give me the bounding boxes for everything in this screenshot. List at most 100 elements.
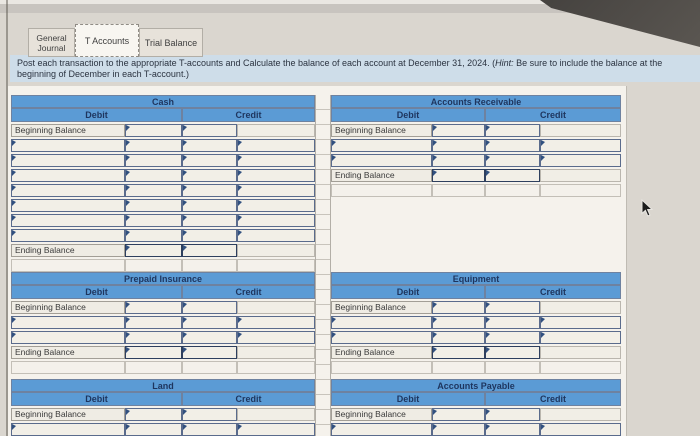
dropdown-marker-icon xyxy=(183,424,187,430)
credit-input-cell[interactable] xyxy=(182,214,237,227)
debit-input-cell[interactable] xyxy=(432,331,485,344)
debit-input-cell[interactable] xyxy=(125,169,182,182)
credit-input-cell[interactable] xyxy=(485,154,540,167)
description-input-cell[interactable] xyxy=(11,229,125,242)
credit-input-cell[interactable] xyxy=(182,184,237,197)
description-input-cell[interactable] xyxy=(237,184,315,197)
credit-input-cell[interactable] xyxy=(182,154,237,167)
description-input-cell[interactable] xyxy=(237,199,315,212)
taccount-accounts-receivable: Accounts Receivable Debit Credit Beginni… xyxy=(331,95,621,197)
debit-input-cell[interactable] xyxy=(432,316,485,329)
debit-input-cell[interactable] xyxy=(125,423,182,436)
dropdown-marker-icon xyxy=(12,200,16,206)
credit-input-cell[interactable] xyxy=(485,139,540,152)
description-input-cell[interactable] xyxy=(540,331,621,344)
dropdown-marker-icon xyxy=(183,317,187,323)
credit-input-cell[interactable] xyxy=(182,124,237,137)
credit-input-cell[interactable] xyxy=(182,199,237,212)
debit-input-cell[interactable] xyxy=(125,316,182,329)
description-input-cell[interactable] xyxy=(237,169,315,182)
description-input-cell[interactable] xyxy=(237,139,315,152)
description-input-cell[interactable] xyxy=(11,331,125,344)
description-input-cell[interactable] xyxy=(331,423,432,436)
debit-input-cell[interactable] xyxy=(432,408,485,421)
credit-total-cell[interactable] xyxy=(182,244,237,257)
dropdown-marker-icon xyxy=(12,185,16,191)
description-input-cell[interactable] xyxy=(331,139,432,152)
debit-total-cell[interactable] xyxy=(432,169,485,182)
credit-input-cell[interactable] xyxy=(182,169,237,182)
description-input-cell[interactable] xyxy=(540,154,621,167)
credit-input-cell[interactable] xyxy=(182,229,237,242)
debit-input-cell[interactable] xyxy=(125,154,182,167)
debit-input-cell[interactable] xyxy=(125,139,182,152)
dropdown-marker-icon xyxy=(332,155,336,161)
description-input-cell[interactable] xyxy=(11,423,125,436)
debit-input-cell[interactable] xyxy=(125,408,182,421)
taccount-row xyxy=(11,331,315,344)
credit-input-cell[interactable] xyxy=(182,316,237,329)
credit-input-cell[interactable] xyxy=(485,124,540,137)
debit-input-cell[interactable] xyxy=(432,154,485,167)
tab-trial-balance[interactable]: Trial Balance xyxy=(139,28,203,57)
description-input-cell[interactable] xyxy=(331,331,432,344)
debit-input-cell[interactable] xyxy=(125,301,182,314)
description-input-cell[interactable] xyxy=(237,154,315,167)
debit-total-cell[interactable] xyxy=(125,244,182,257)
description-input-cell[interactable] xyxy=(237,331,315,344)
credit-input-cell[interactable] xyxy=(182,423,237,436)
description-input-cell[interactable] xyxy=(11,199,125,212)
description-input-cell[interactable] xyxy=(11,316,125,329)
taccount-accounts-payable: Accounts Payable Debit Credit Beginning … xyxy=(331,379,621,436)
debit-input-cell[interactable] xyxy=(125,229,182,242)
tab-t-accounts[interactable]: T Accounts xyxy=(75,24,139,57)
debit-input-cell[interactable] xyxy=(125,124,182,137)
tab-general-journal[interactable]: General Journal xyxy=(28,28,75,57)
credit-total-cell[interactable] xyxy=(485,346,540,359)
credit-input-cell[interactable] xyxy=(182,301,237,314)
taccount-row xyxy=(11,214,315,227)
description-input-cell[interactable] xyxy=(11,184,125,197)
empty-cell xyxy=(237,346,315,359)
description-input-cell[interactable] xyxy=(331,316,432,329)
credit-input-cell[interactable] xyxy=(485,316,540,329)
mouse-cursor-icon xyxy=(641,199,654,217)
description-input-cell[interactable] xyxy=(237,229,315,242)
description-input-cell[interactable] xyxy=(331,154,432,167)
credit-input-cell[interactable] xyxy=(485,408,540,421)
description-input-cell[interactable] xyxy=(540,316,621,329)
debit-input-cell[interactable] xyxy=(432,423,485,436)
debit-input-cell[interactable] xyxy=(125,184,182,197)
description-input-cell[interactable] xyxy=(11,214,125,227)
description-input-cell[interactable] xyxy=(11,139,125,152)
credit-input-cell[interactable] xyxy=(485,301,540,314)
description-input-cell[interactable] xyxy=(237,214,315,227)
empty-cell xyxy=(540,301,621,314)
credit-input-cell[interactable] xyxy=(485,331,540,344)
description-input-cell[interactable] xyxy=(11,169,125,182)
description-input-cell[interactable] xyxy=(540,423,621,436)
description-input-cell[interactable] xyxy=(237,316,315,329)
description-input-cell[interactable] xyxy=(540,139,621,152)
credit-input-cell[interactable] xyxy=(182,408,237,421)
debit-input-cell[interactable] xyxy=(432,139,485,152)
debit-column-header: Debit xyxy=(11,285,182,299)
debit-column-header: Debit xyxy=(11,392,182,406)
debit-input-cell[interactable] xyxy=(125,214,182,227)
credit-total-cell[interactable] xyxy=(182,346,237,359)
debit-input-cell[interactable] xyxy=(432,301,485,314)
ending-balance-label: Ending Balance xyxy=(331,169,432,182)
description-input-cell[interactable] xyxy=(11,154,125,167)
debit-input-cell[interactable] xyxy=(432,124,485,137)
description-input-cell[interactable] xyxy=(237,423,315,436)
debit-input-cell[interactable] xyxy=(125,331,182,344)
debit-total-cell[interactable] xyxy=(432,346,485,359)
dropdown-marker-icon xyxy=(541,332,545,338)
credit-total-cell[interactable] xyxy=(485,169,540,182)
credit-input-cell[interactable] xyxy=(182,139,237,152)
credit-input-cell[interactable] xyxy=(485,423,540,436)
credit-input-cell[interactable] xyxy=(182,331,237,344)
debit-total-cell[interactable] xyxy=(125,346,182,359)
debit-input-cell[interactable] xyxy=(125,199,182,212)
account-title: Prepaid Insurance xyxy=(11,272,315,285)
